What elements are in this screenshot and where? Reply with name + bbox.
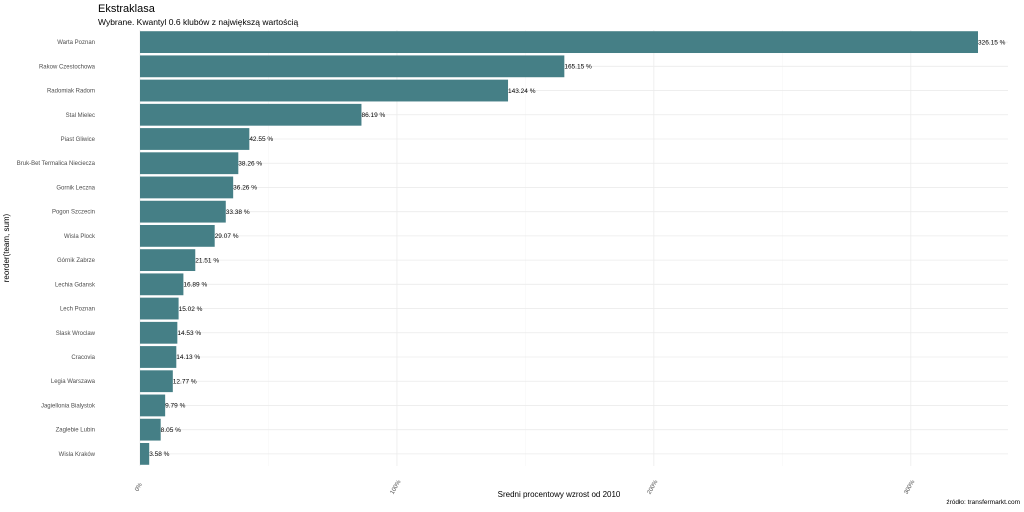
y-axis-title: reorder(team, sum) <box>2 213 11 282</box>
bar-value-label: 36.26 % <box>233 185 257 192</box>
y-tick-label: Warta Poznan <box>57 40 95 46</box>
y-tick-label: Gornik Leczna <box>56 185 95 191</box>
bar <box>140 346 177 368</box>
y-tick-label: Radomiak Radom <box>47 89 95 95</box>
y-tick-label: Jagiellonia Bialystok <box>41 403 96 409</box>
y-tick-label: Legia Warszawa <box>51 379 96 385</box>
y-tick-label: Lech Poznan <box>60 307 95 313</box>
bar-value-label: 165.15 % <box>564 64 592 71</box>
x-tick-label: 300% <box>904 479 917 496</box>
bar-value-label: 15.02 % <box>179 306 203 313</box>
x-tick-label: 200% <box>647 479 660 496</box>
source-caption: źródło: transfermarkt.com <box>946 499 1020 506</box>
y-tick-label: Cracovia <box>71 355 95 361</box>
bar-value-label: 3.58 % <box>149 451 169 458</box>
y-tick-label: Stal Mielec <box>66 113 95 119</box>
bar <box>140 176 234 199</box>
bar <box>140 200 226 223</box>
bar-value-label: 33.38 % <box>226 209 250 216</box>
bar <box>140 152 239 175</box>
bar-value-label: 8.05 % <box>161 427 181 434</box>
bar-value-label: 143.24 % <box>508 88 536 95</box>
bar-value-label: 326.15 % <box>978 39 1006 46</box>
y-tick-label: Górnik Zabrze <box>57 258 96 264</box>
y-tick-label: Wisla Plock <box>64 234 96 240</box>
bar-value-label: 42.55 % <box>249 136 273 143</box>
y-tick-label: Bruk-Bet Termalica Nieciecza <box>17 161 96 167</box>
y-tick-label: Slask Wroclaw <box>56 331 96 337</box>
bar-value-label: 12.77 % <box>173 378 197 385</box>
bar <box>140 224 215 247</box>
y-tick-label: Rakow Czestochowa <box>39 64 96 70</box>
bar-value-label: 9.79 % <box>165 403 185 410</box>
bar-value-label: 38.26 % <box>238 160 262 167</box>
bar <box>140 273 184 296</box>
y-tick-label: Piast Gliwice <box>61 137 96 143</box>
bar <box>140 31 978 54</box>
bar <box>140 249 196 272</box>
bar-value-label: 21.51 % <box>195 257 219 264</box>
bar <box>140 321 178 344</box>
bar <box>140 128 250 150</box>
bar <box>140 297 179 320</box>
bar <box>140 55 565 78</box>
chart-subtitle: Wybrane. Kwantyl 0.6 klubów z największą… <box>98 17 299 27</box>
chart-title: Ekstraklasa <box>98 3 155 15</box>
y-tick-label: Lechia Gdansk <box>55 282 96 288</box>
bar <box>140 442 150 465</box>
bar <box>140 103 362 126</box>
bar-value-label: 14.53 % <box>177 330 201 337</box>
bar-value-label: 16.89 % <box>183 282 207 289</box>
bar <box>140 370 173 393</box>
bar <box>140 79 509 102</box>
bar <box>140 394 166 417</box>
x-tick-label: 0% <box>134 482 144 493</box>
y-tick-label: Pogon Szczecin <box>52 210 95 216</box>
x-axis-title: Sredni procentowy wzrost od 2010 <box>498 490 621 499</box>
y-tick-label: Wisla Kraków <box>59 452 96 458</box>
bar-value-label: 86.19 % <box>361 112 385 119</box>
bar-value-label: 29.07 % <box>215 233 239 240</box>
bar-value-label: 14.13 % <box>176 354 200 361</box>
y-tick-label: Zaglebie Lubin <box>56 428 95 434</box>
x-tick-label: 100% <box>390 479 403 496</box>
bar <box>140 418 161 441</box>
